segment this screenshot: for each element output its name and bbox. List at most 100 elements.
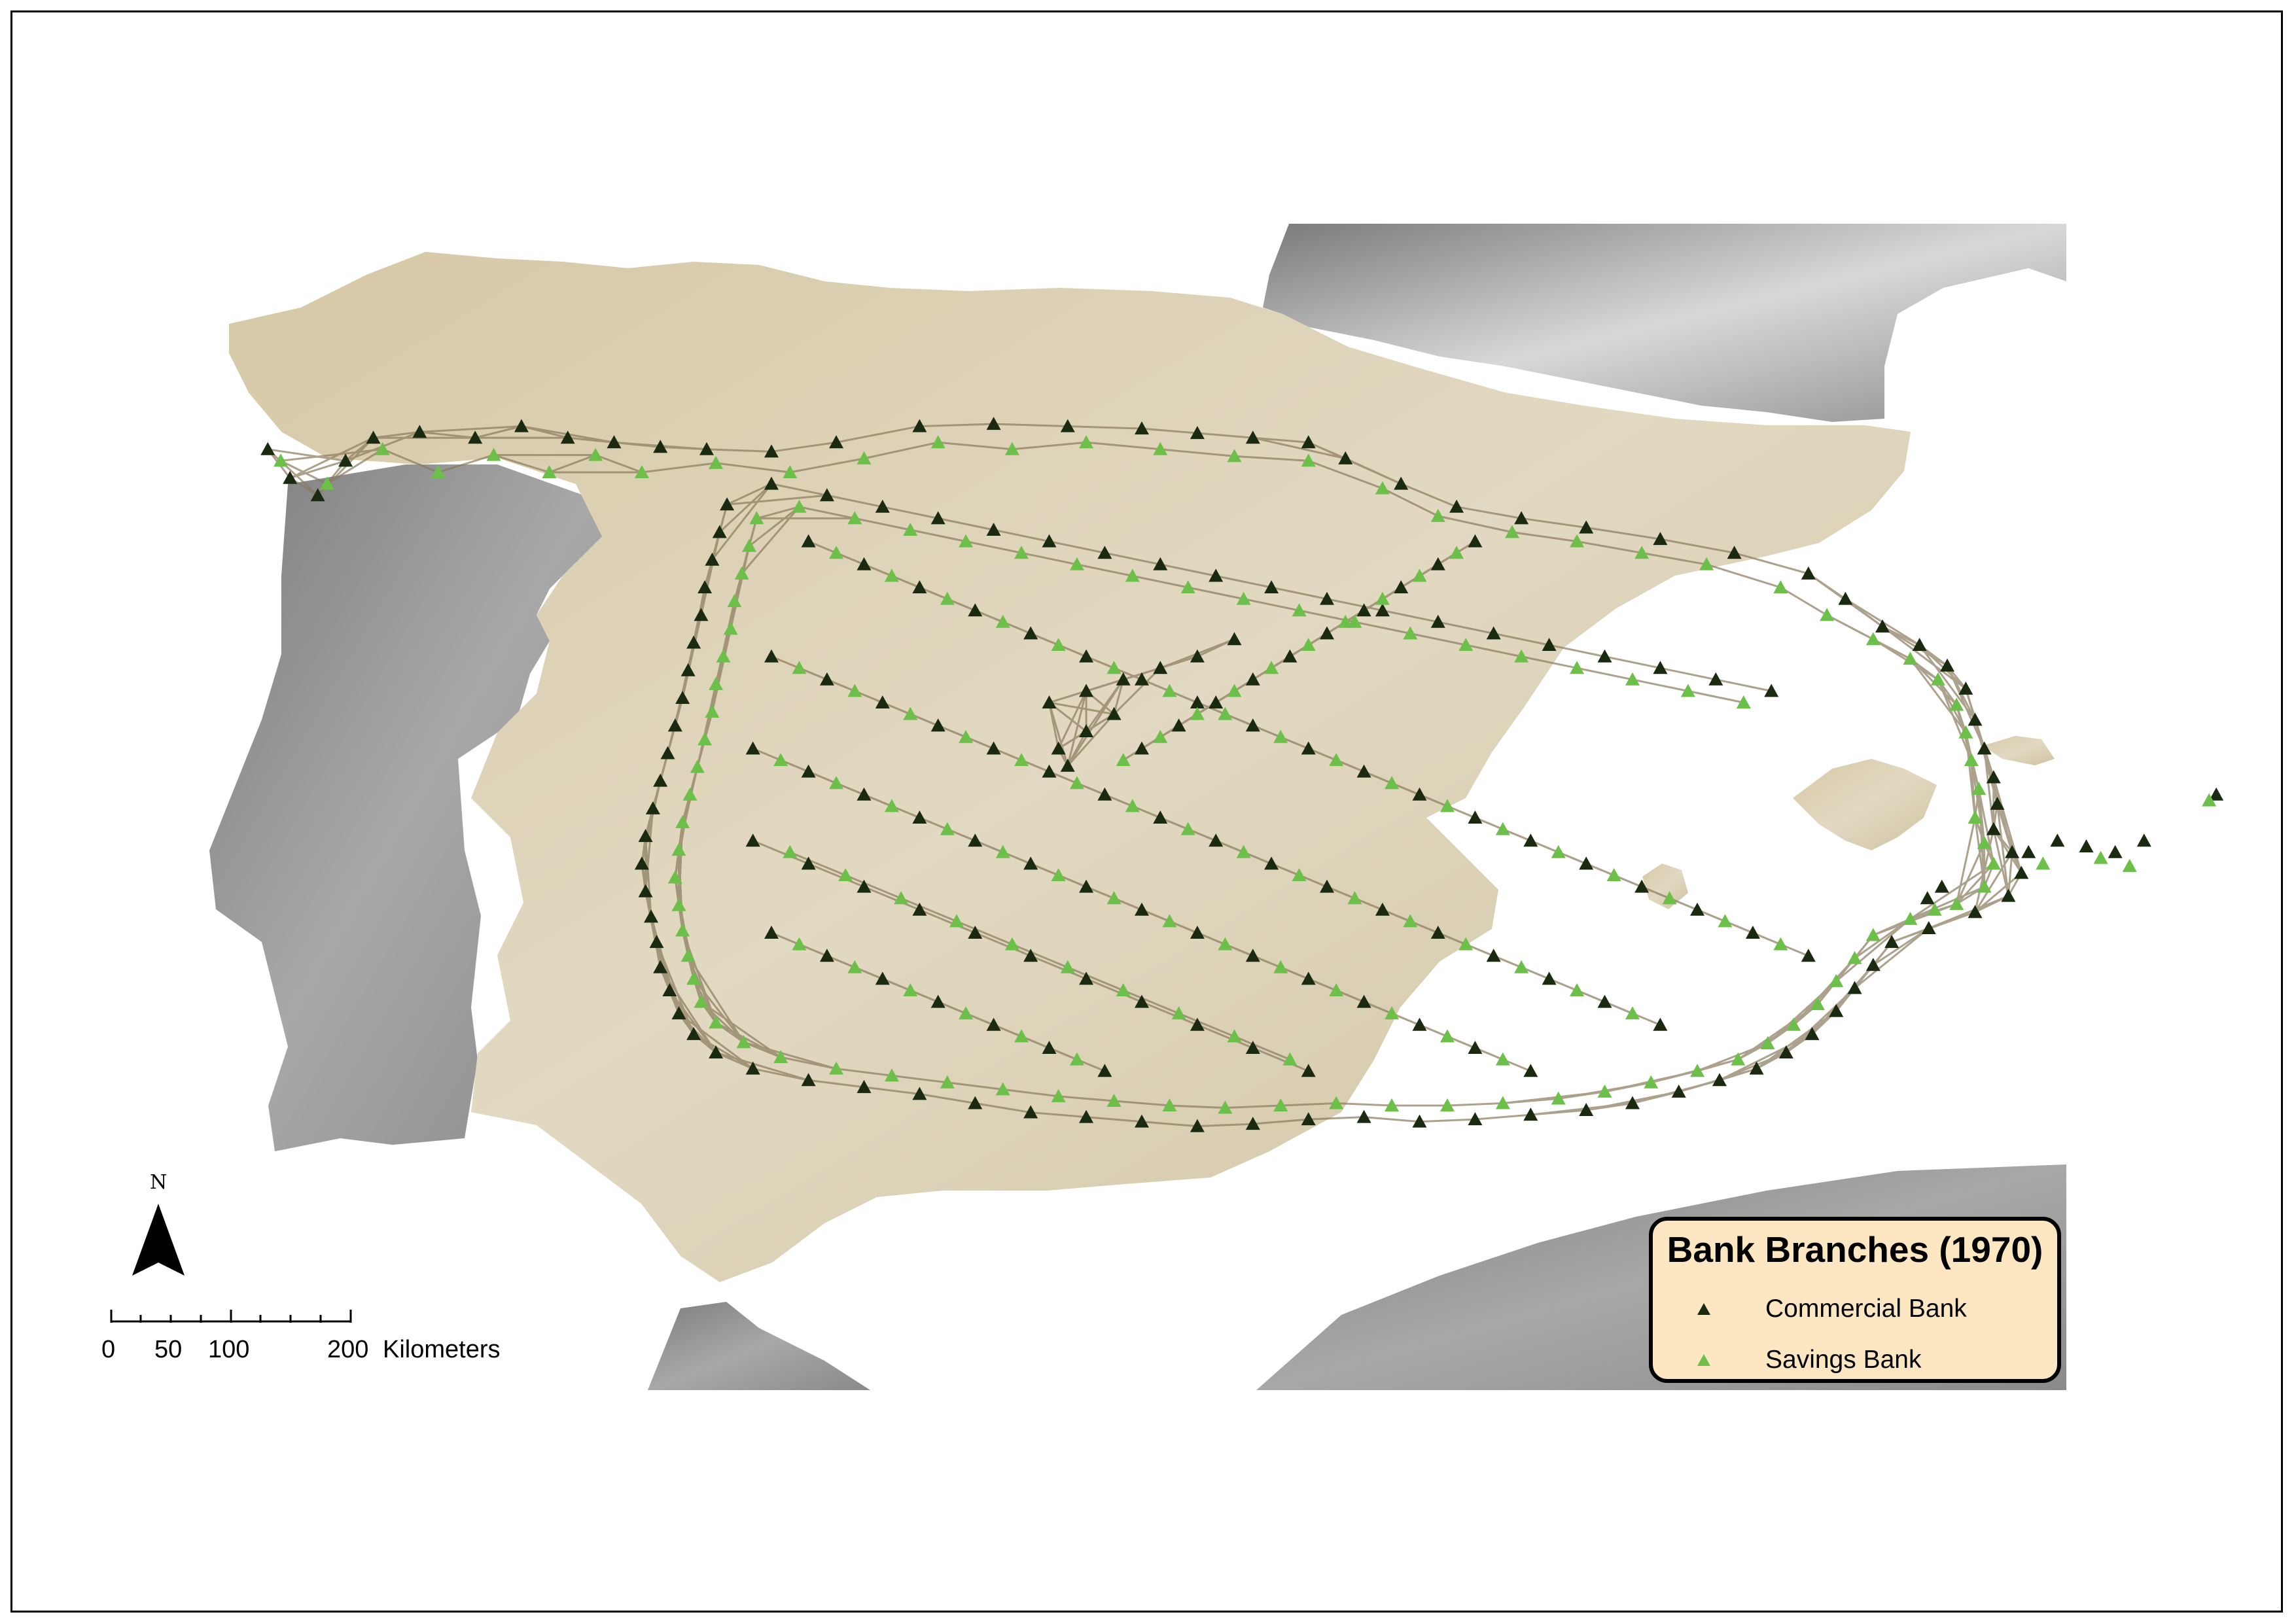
branch-marker	[1301, 741, 1316, 755]
branch-marker	[310, 488, 325, 502]
road-line	[1364, 1116, 1420, 1123]
road-line	[1835, 918, 1911, 983]
road-line	[1576, 540, 1642, 554]
road-line	[1354, 621, 1411, 635]
branch-marker	[1412, 568, 1427, 582]
branch-marker	[1097, 1064, 1112, 1077]
branch-marker	[745, 741, 760, 755]
branch-marker	[2021, 845, 2036, 858]
branch-marker	[1162, 1098, 1177, 1111]
branch-marker	[649, 935, 664, 949]
branch-marker	[1180, 822, 1195, 835]
branch-marker	[2202, 793, 2217, 807]
branch-marker	[1865, 928, 1881, 941]
branch-marker	[1773, 937, 1788, 951]
road-line	[289, 459, 346, 480]
triangle-icon	[1691, 1353, 1717, 1367]
branch-marker	[1570, 983, 1585, 996]
branch-marker	[875, 695, 890, 708]
branch-marker	[1116, 753, 1131, 766]
branch-marker	[1865, 958, 1881, 971]
road-line	[280, 448, 383, 462]
road-line	[1475, 1113, 1531, 1121]
branch-marker	[1023, 1105, 1038, 1119]
branch-marker	[1338, 451, 1353, 464]
branch-marker	[1245, 718, 1260, 732]
branch-marker	[792, 661, 807, 674]
branch-marker	[1292, 603, 1307, 617]
branch-marker	[875, 499, 890, 513]
branch-marker	[1634, 546, 1650, 559]
branch-marker	[1153, 557, 1168, 570]
branch-marker	[1551, 845, 1566, 858]
branch-marker	[1209, 695, 1224, 708]
branch-marker	[709, 1015, 724, 1029]
branch-marker	[1190, 1017, 1205, 1031]
road-line	[268, 448, 346, 462]
road-line	[864, 1086, 920, 1095]
branch-marker	[773, 753, 788, 766]
branch-marker	[542, 465, 557, 478]
road-line	[1215, 574, 1272, 589]
branch-marker	[857, 879, 872, 893]
branch-marker	[716, 649, 731, 663]
road-line	[1132, 574, 1189, 589]
branch-marker	[709, 676, 724, 690]
branch-marker	[694, 994, 709, 1008]
legend-label-commercial-bank: Commercial Bank	[1765, 1295, 1967, 1323]
branch-marker	[1227, 684, 1242, 697]
road-line	[1687, 689, 1744, 704]
branch-marker	[667, 870, 682, 884]
road-line	[938, 517, 994, 531]
branch-marker	[1060, 758, 1075, 772]
page-border	[10, 10, 2283, 1613]
road-line	[1076, 563, 1133, 577]
branch-marker	[1523, 833, 1538, 847]
road-line	[1067, 966, 1124, 992]
road-line	[1419, 1118, 1475, 1123]
branch-marker	[1051, 868, 1066, 881]
road-line	[919, 423, 994, 428]
branch-marker	[1282, 1052, 1298, 1066]
road-line	[771, 441, 837, 453]
branch-marker	[690, 759, 705, 773]
branch-marker	[1320, 879, 1334, 893]
scale-tick-100: 100	[208, 1336, 250, 1363]
branch-marker	[671, 898, 686, 911]
branch-marker	[764, 444, 779, 458]
road-line	[1660, 538, 1735, 554]
branch-marker	[1903, 652, 1918, 665]
branch-marker	[662, 983, 677, 996]
branch-marker	[1829, 1003, 1844, 1017]
branch-marker	[1356, 764, 1371, 778]
branch-marker	[1069, 776, 1084, 790]
branch-marker	[1023, 949, 1038, 962]
road-line	[1956, 863, 1994, 905]
scale-bar	[110, 1310, 352, 1323]
branch-marker	[1292, 868, 1307, 881]
road-line	[1086, 441, 1161, 451]
road-line	[1012, 943, 1069, 969]
road-line	[548, 454, 596, 474]
road-line	[1308, 1116, 1364, 1121]
branch-marker	[995, 614, 1010, 628]
branch-marker	[1820, 608, 1835, 621]
road-line	[863, 886, 920, 911]
branch-marker	[930, 435, 945, 449]
road-line	[1937, 679, 1973, 761]
branch-marker	[1153, 661, 1168, 674]
branch-marker	[1023, 856, 1038, 870]
branch-marker	[1190, 649, 1205, 663]
branch-marker	[749, 511, 764, 525]
road-line	[1983, 748, 1995, 829]
road-line	[1067, 691, 1087, 767]
branch-marker	[1135, 421, 1149, 435]
branch-marker	[1153, 729, 1168, 743]
branch-marker	[1190, 707, 1205, 720]
branch-marker	[686, 635, 701, 649]
branch-marker	[1227, 1029, 1242, 1043]
road-line	[1049, 540, 1105, 554]
branch-marker	[1264, 661, 1279, 674]
scale-tick-50: 50	[154, 1336, 183, 1363]
road-line	[1252, 436, 1346, 460]
